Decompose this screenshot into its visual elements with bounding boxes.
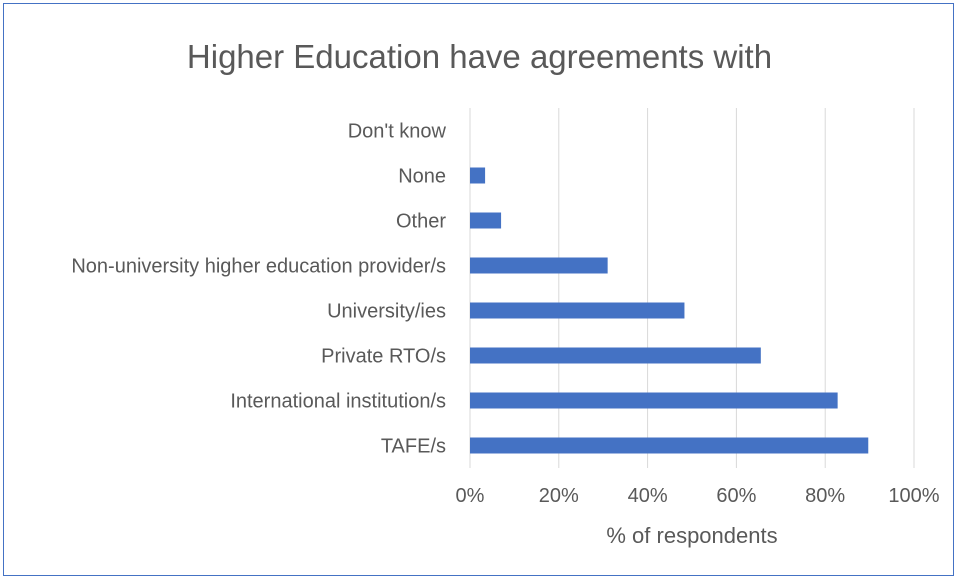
bar	[470, 392, 838, 409]
bar	[470, 212, 502, 229]
x-tick-label: 100%	[888, 485, 939, 507]
x-tick-label: 20%	[539, 485, 579, 507]
bar	[470, 437, 869, 454]
category-label: Private RTO/s	[321, 346, 446, 368]
category-label: Don't know	[348, 121, 447, 143]
chart-title: Higher Education have agreements with	[186, 38, 773, 75]
bar	[470, 302, 685, 319]
x-tick-label: 40%	[628, 485, 668, 507]
category-label: International institution/s	[230, 391, 446, 413]
x-tick-label: 80%	[805, 485, 845, 507]
x-axis-title: % of respondents	[606, 523, 777, 548]
tick-labels: 0% 20% 40% 60% 80% 100%	[456, 485, 940, 507]
chart-frame: Higher Education have agreements with	[3, 3, 954, 576]
category-label: TAFE/s	[381, 436, 446, 458]
x-tick-label: 0%	[456, 485, 485, 507]
category-label: None	[398, 166, 446, 188]
category-label: Non-university higher education provider…	[71, 256, 446, 278]
bar	[470, 347, 761, 364]
x-tick-label: 60%	[716, 485, 756, 507]
bars	[470, 167, 869, 454]
category-labels: Don't know None Other Non-university higher…	[71, 121, 446, 458]
gridlines	[469, 108, 915, 468]
category-label: Other	[396, 211, 446, 233]
category-label: University/ies	[327, 301, 446, 323]
bar	[470, 167, 486, 184]
bar	[470, 257, 608, 274]
